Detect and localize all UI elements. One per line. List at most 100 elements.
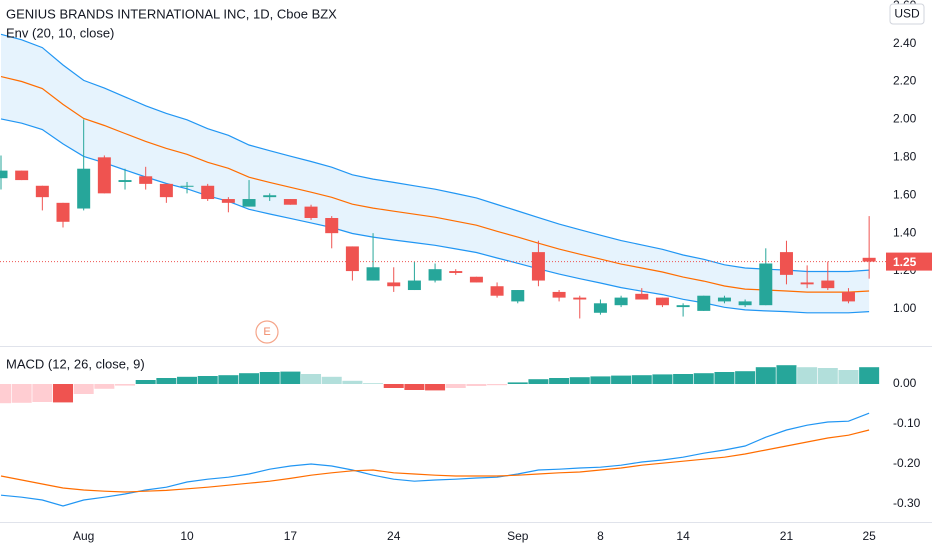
candle-body [779,252,793,275]
histogram-bar [363,383,384,384]
candle-body [862,257,876,262]
y-tick-label: 1.60 [893,187,917,201]
candle-body [159,183,173,198]
histogram-bar [259,372,280,384]
y-tick-label: 1.00 [893,301,917,315]
y-tick-label: -0.30 [893,496,921,510]
candle-body [717,297,731,302]
histogram-bar [32,384,53,402]
envelope-fill [1,34,870,313]
candle-body [676,305,690,308]
earnings-label: E [263,326,270,338]
macd-legend: MACD (12, 26, close, 9) [6,356,145,371]
histogram-bar [631,375,652,384]
histogram-bar [611,375,632,384]
histogram-bar [569,377,590,384]
y-tick-label: 2.20 [893,74,917,88]
histogram-bar [445,384,466,388]
candle-body [387,282,401,287]
histogram-bar [11,384,32,403]
candle-body [428,269,442,281]
candle-body [221,199,235,203]
histogram-bar [487,384,508,386]
candle-body [77,168,91,209]
candle-body [697,295,711,311]
histogram-bar [838,370,859,384]
candle-body [118,180,132,182]
x-tick-label: 25 [862,529,876,543]
x-tick-label: 10 [180,529,194,543]
histogram-bar [197,376,218,384]
histogram-bar [342,380,363,384]
histogram-bar [817,368,838,384]
histogram-bar [466,384,487,386]
candle-body [614,297,628,306]
envelope-legend: Env (20, 10, close) [6,25,114,40]
candle-body [552,291,566,298]
candle-body [821,280,835,289]
candle-body [469,276,483,283]
candle-body [573,297,587,300]
last-price-label: 1.25 [893,255,917,269]
histogram-bar [0,384,11,404]
currency-box[interactable] [889,3,925,25]
histogram-bar [135,380,156,384]
candle-body [263,195,277,198]
histogram-bar [735,371,756,384]
histogram-bar [859,367,880,384]
earnings-marker[interactable] [255,320,279,344]
indicator-line [0,33,870,273]
candle-body [511,290,525,302]
histogram-bar [280,371,301,384]
histogram-bar [94,384,115,389]
histogram-bar [239,373,260,384]
y-tick-label: 0.00 [893,376,917,390]
candle-body [15,170,29,181]
x-tick-label: 17 [284,529,298,543]
indicator-line [0,429,870,493]
candle-body [449,271,463,273]
histogram-bar [652,374,673,384]
candle-body [0,170,8,179]
candle-body [325,217,339,234]
histogram-bar [507,382,528,384]
candle-body [366,267,380,281]
histogram-bar [156,378,177,384]
candle-body [97,157,111,194]
histogram-bar [177,376,198,384]
candle-body [407,280,421,291]
candle-body [593,303,607,313]
x-tick-label: 24 [387,529,401,543]
x-tick-label: 14 [676,529,690,543]
x-tick-label: 8 [597,529,604,543]
candle-body [304,206,318,218]
candle-body [345,246,359,272]
x-tick-label: 21 [780,529,794,543]
histogram-bar [115,384,136,386]
x-tick-label: Aug [73,529,94,543]
y-tick-label: -0.10 [893,416,921,430]
histogram-bar [301,374,322,384]
histogram-bar [714,372,735,384]
candle-body [635,293,649,300]
candle-body [738,301,752,306]
currency-label: USD [894,7,920,21]
x-tick-label: Sep [507,529,529,543]
histogram-bar [693,373,714,384]
y-tick-label: 2.40 [893,36,917,50]
candle-body [655,297,669,306]
histogram-bar [425,384,446,391]
histogram-bar [383,384,404,388]
histogram-bar [549,378,570,384]
y-tick-label: 1.40 [893,225,917,239]
candle-body [800,282,814,285]
candle-body [180,185,194,187]
histogram-bar [404,384,425,390]
histogram-bar [53,384,74,403]
histogram-bar [528,379,549,384]
candle-body [35,185,49,198]
histogram-bar [73,384,94,394]
